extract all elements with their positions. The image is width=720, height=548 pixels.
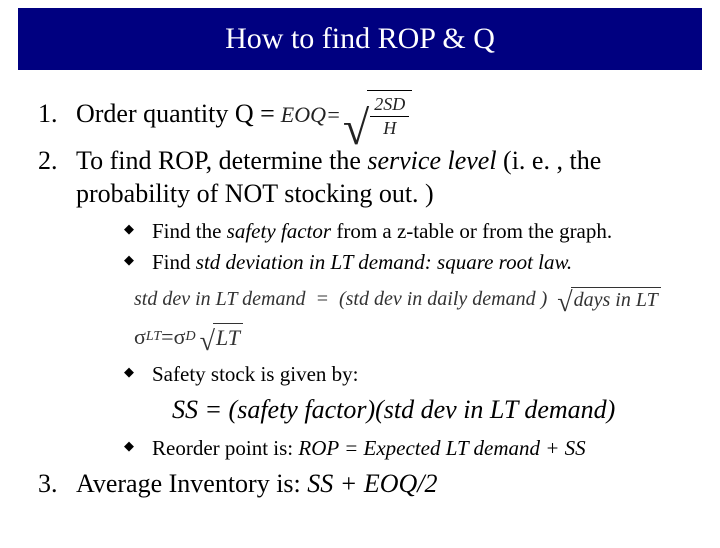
item3-b: SS + EOQ/2 [307, 469, 437, 498]
sub-item-3: Safety stock is given by: [124, 361, 692, 388]
eoq-equals: = [326, 101, 341, 129]
sub1-a: Find the [152, 219, 227, 243]
sigma-rhs-sub: D [185, 328, 195, 346]
sqrt-lt-icon: √ LT [200, 323, 243, 352]
eoq-formula: EOQ = √ 2SD H [281, 90, 412, 139]
sub2-b: std deviation in LT demand: square root … [196, 250, 572, 274]
sub-list-3: Reorder point is: ROP = Expected LT dema… [76, 435, 692, 462]
sub2-a: Find [152, 250, 196, 274]
std-dev-formula: std dev in LT demand = (std dev in daily… [134, 287, 692, 313]
std-rhs2: days in LT [571, 287, 661, 313]
title-bar: How to find ROP & Q [18, 8, 702, 70]
main-ordered-list: Order quantity Q = EOQ = √ 2SD H To find… [28, 90, 692, 501]
eoq-label: EOQ [281, 101, 326, 129]
sub-item-1: Find the safety factor from a z-table or… [124, 218, 692, 245]
sub-item-2: Find std deviation in LT demand: square … [124, 249, 692, 276]
sub4-b: ROP = Expected LT demand + SS [298, 436, 585, 460]
ss-formula: SS = (safety factor)(std dev in LT deman… [172, 394, 692, 427]
eoq-numerator: 2SD [370, 93, 409, 117]
sub-item-4: Reorder point is: ROP = Expected LT dema… [124, 435, 692, 462]
item2-text-b: service level [367, 146, 496, 175]
sigma-lhs-sub: LT [146, 328, 161, 346]
std-rhs1: (std dev in daily demand ) [339, 287, 547, 312]
std-eq: = [315, 287, 329, 312]
sub4-a: Reorder point is: [152, 436, 298, 460]
content-area: Order quantity Q = EOQ = √ 2SD H To find… [0, 70, 720, 501]
item3-a: Average Inventory is: [76, 469, 307, 498]
sigma-formula: σLT = σD √ LT [134, 323, 692, 352]
eoq-denominator: H [379, 117, 400, 140]
sub-list: Find the safety factor from a z-table or… [76, 218, 692, 277]
sub1-c: from a z-table or from the graph. [331, 219, 612, 243]
sigma-rad: LT [213, 323, 243, 352]
sqrt-days-icon: √ days in LT [557, 287, 660, 313]
item2-text-a: To find ROP, determine the [76, 146, 367, 175]
sigma-lhs-sym: σ [134, 323, 146, 351]
list-item-3: Average Inventory is: SS + EOQ/2 [64, 468, 692, 501]
sigma-rhs-sym: σ [174, 323, 186, 351]
item1-text: Order quantity Q = [76, 98, 275, 131]
std-lhs: std dev in LT demand [134, 287, 305, 312]
sqrt-icon: √ 2SD H [341, 90, 412, 139]
sub-list-2: Safety stock is given by: [76, 361, 692, 388]
list-item-1: Order quantity Q = EOQ = √ 2SD H [64, 90, 692, 139]
sub1-b: safety factor [227, 219, 331, 243]
list-item-2: To find ROP, determine the service level… [64, 145, 692, 462]
sub3: Safety stock is given by: [152, 362, 358, 386]
page-title: How to find ROP & Q [225, 22, 495, 55]
sigma-eq: = [161, 323, 173, 351]
